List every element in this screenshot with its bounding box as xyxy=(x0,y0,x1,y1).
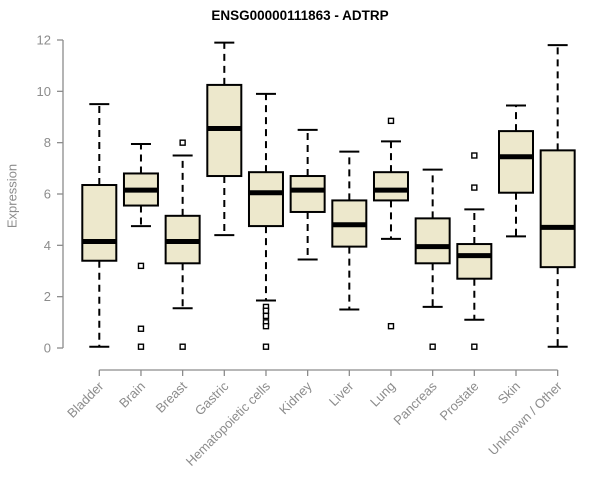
box-lung xyxy=(372,117,409,330)
iqr-box xyxy=(372,171,409,202)
outlier-marker xyxy=(471,184,478,191)
x-tick-label-prostate: Prostate xyxy=(437,379,482,424)
box-pancreas xyxy=(414,168,451,350)
x-tick-label-lung: Lung xyxy=(367,379,398,410)
x-tick-label-liver: Liver xyxy=(326,378,357,409)
box-kidney xyxy=(289,128,326,261)
box-skin xyxy=(498,104,534,238)
iqr-box xyxy=(81,184,118,262)
x-tick-label-gastric: Gastric xyxy=(192,378,232,418)
x-tick-label-brain: Brain xyxy=(116,379,148,411)
y-axis: 0 2 4 6 8 10 12 xyxy=(37,32,64,356)
y-tick-label: 8 xyxy=(44,135,51,150)
outlier-marker xyxy=(387,322,395,330)
outlier-marker xyxy=(387,117,395,125)
outlier-marker xyxy=(262,307,270,314)
outlier-marker xyxy=(137,262,145,270)
outlier-marker xyxy=(179,139,186,146)
iqr-box xyxy=(414,217,451,265)
outlier-marker xyxy=(137,325,145,332)
y-tick-label: 6 xyxy=(44,186,51,201)
chart-title: ENSG00000111863 - ADTRP xyxy=(211,8,389,23)
y-axis-label: Expression xyxy=(4,163,20,229)
iqr-box xyxy=(498,130,534,194)
iqr-box xyxy=(247,171,284,228)
y-tick-label: 12 xyxy=(37,32,51,47)
outlier-marker xyxy=(429,343,436,350)
box-breast xyxy=(164,139,201,350)
box-unknown-other xyxy=(539,44,576,348)
box-prostate xyxy=(456,152,493,350)
x-tick-label-skin: Skin xyxy=(495,379,523,407)
outlier-marker xyxy=(471,152,478,159)
box-gastric xyxy=(206,41,243,237)
iqr-box xyxy=(289,175,326,213)
y-tick-label: 0 xyxy=(44,341,51,356)
box-hematopoietic-cells xyxy=(247,92,284,350)
outlier-marker xyxy=(262,322,270,330)
iqr-box xyxy=(456,243,493,280)
box-liver xyxy=(331,150,368,311)
outlier-marker xyxy=(137,343,145,350)
outlier-marker xyxy=(471,343,478,350)
outlier-marker xyxy=(262,343,270,350)
outlier-marker xyxy=(179,343,186,350)
y-tick-label: 2 xyxy=(44,289,51,304)
x-tick-label-unknown-other: Unknown / Other xyxy=(485,378,565,458)
y-tick-label: 4 xyxy=(44,238,51,253)
x-tick-label-pancreas: Pancreas xyxy=(390,378,440,428)
y-tick-label: 10 xyxy=(37,84,51,99)
x-tick-label-kidney: Kidney xyxy=(276,378,315,417)
box-bladder xyxy=(81,103,118,348)
outlier-marker xyxy=(262,312,270,320)
x-tick-label-breast: Breast xyxy=(153,378,190,415)
iqr-box xyxy=(539,149,576,269)
x-tick-label-bladder: Bladder xyxy=(64,378,107,421)
box-brain xyxy=(122,142,159,350)
